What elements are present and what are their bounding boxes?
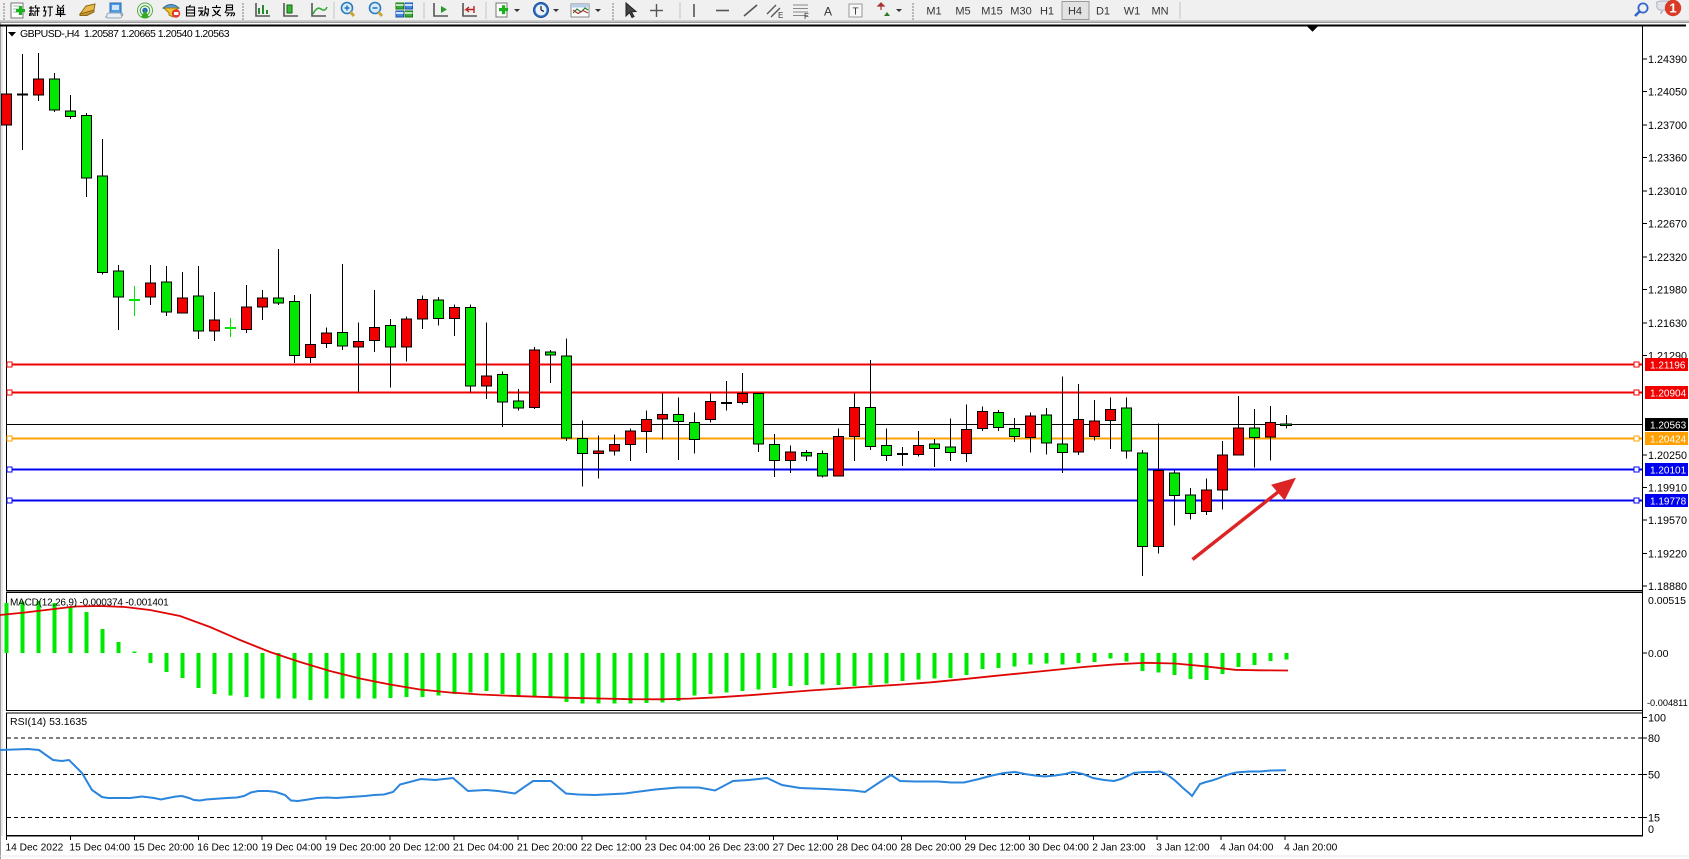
- svg-text:1.20424: 1.20424: [1650, 434, 1687, 445]
- svg-text:23 Dec 04:00: 23 Dec 04:00: [645, 843, 706, 854]
- svg-text:1.22670: 1.22670: [1648, 219, 1687, 231]
- svg-text:1.18880: 1.18880: [1648, 581, 1687, 593]
- svg-text:MN: MN: [1151, 6, 1168, 18]
- svg-text:M30: M30: [1010, 6, 1031, 18]
- svg-text:1.22320: 1.22320: [1648, 252, 1687, 264]
- svg-text:20 Dec 12:00: 20 Dec 12:00: [389, 843, 450, 854]
- svg-text:-0.004811: -0.004811: [1647, 698, 1688, 708]
- svg-text:14 Dec 2022: 14 Dec 2022: [6, 843, 64, 854]
- svg-text:4 Jan 04:00: 4 Jan 04:00: [1220, 843, 1274, 854]
- svg-text:21 Dec 20:00: 21 Dec 20:00: [517, 843, 578, 854]
- svg-text:H4: H4: [1068, 6, 1082, 18]
- svg-text:26 Dec 23:00: 26 Dec 23:00: [709, 843, 770, 854]
- svg-text:100: 100: [1648, 713, 1666, 725]
- svg-text:80: 80: [1648, 733, 1660, 745]
- svg-text:15: 15: [1648, 812, 1660, 824]
- svg-text:1.23360: 1.23360: [1648, 153, 1687, 165]
- svg-text:4 Jan 20:00: 4 Jan 20:00: [1284, 843, 1338, 854]
- svg-text:2 Jan 23:00: 2 Jan 23:00: [1092, 843, 1146, 854]
- svg-text:E: E: [778, 11, 783, 20]
- svg-text:H1: H1: [1040, 6, 1054, 18]
- svg-text:M5: M5: [955, 6, 970, 18]
- svg-text:F: F: [804, 12, 809, 21]
- svg-text:A: A: [824, 5, 832, 19]
- svg-text:1.20250: 1.20250: [1648, 450, 1687, 462]
- svg-text:M1: M1: [926, 6, 941, 18]
- svg-text:1.19570: 1.19570: [1648, 515, 1687, 527]
- svg-text:1.21196: 1.21196: [1650, 360, 1686, 371]
- svg-text:1.24390: 1.24390: [1648, 54, 1687, 66]
- svg-text:1.19778: 1.19778: [1650, 496, 1687, 507]
- svg-text:3 Jan 12:00: 3 Jan 12:00: [1156, 843, 1210, 854]
- svg-text:28 Dec 20:00: 28 Dec 20:00: [901, 843, 962, 854]
- svg-text:15 Dec 04:00: 15 Dec 04:00: [69, 843, 130, 854]
- svg-text:27 Dec 12:00: 27 Dec 12:00: [773, 843, 834, 854]
- svg-text:22 Dec 12:00: 22 Dec 12:00: [581, 843, 642, 854]
- svg-text:21 Dec 04:00: 21 Dec 04:00: [453, 843, 514, 854]
- svg-text:1.24050: 1.24050: [1648, 87, 1687, 99]
- svg-text:1.20904: 1.20904: [1650, 388, 1687, 399]
- svg-text:1.19910: 1.19910: [1648, 482, 1687, 494]
- svg-text:15 Dec 20:00: 15 Dec 20:00: [133, 843, 194, 854]
- svg-text:1.23700: 1.23700: [1648, 120, 1687, 132]
- svg-text:1.20563: 1.20563: [1650, 420, 1687, 431]
- svg-text:W1: W1: [1124, 6, 1141, 18]
- svg-text:1.20101: 1.20101: [1650, 465, 1687, 476]
- svg-text:0: 0: [1648, 824, 1654, 836]
- svg-text:1.23010: 1.23010: [1648, 186, 1687, 198]
- svg-text:1.19220: 1.19220: [1648, 548, 1687, 560]
- svg-text:D1: D1: [1096, 6, 1110, 18]
- svg-text:19 Dec 20:00: 19 Dec 20:00: [325, 843, 386, 854]
- svg-text:RSI(14) 53.1635: RSI(14) 53.1635: [10, 716, 87, 728]
- svg-text:1.21630: 1.21630: [1648, 318, 1687, 330]
- svg-text:16 Dec 12:00: 16 Dec 12:00: [197, 843, 258, 854]
- svg-text:28 Dec 04:00: 28 Dec 04:00: [837, 843, 898, 854]
- svg-text:50: 50: [1648, 770, 1660, 782]
- svg-text:29 Dec 12:00: 29 Dec 12:00: [964, 843, 1025, 854]
- svg-text:T: T: [852, 7, 858, 18]
- svg-text:0.00: 0.00: [1648, 648, 1669, 660]
- svg-text:MACD(12,26,9) -0.000374 -0.001: MACD(12,26,9) -0.000374 -0.001401: [10, 598, 169, 609]
- svg-text:GBPUSD-,H4 1.20587 1.20665 1.: GBPUSD-,H4 1.20587 1.20665 1.20540 1.205…: [20, 28, 230, 40]
- svg-text:1: 1: [1669, 1, 1676, 16]
- svg-text:19 Dec 04:00: 19 Dec 04:00: [261, 843, 322, 854]
- svg-text:0.00515: 0.00515: [1648, 595, 1686, 607]
- svg-text:M15: M15: [981, 6, 1002, 18]
- svg-text:1.21980: 1.21980: [1648, 285, 1687, 297]
- svg-text:30 Dec 04:00: 30 Dec 04:00: [1028, 843, 1089, 854]
